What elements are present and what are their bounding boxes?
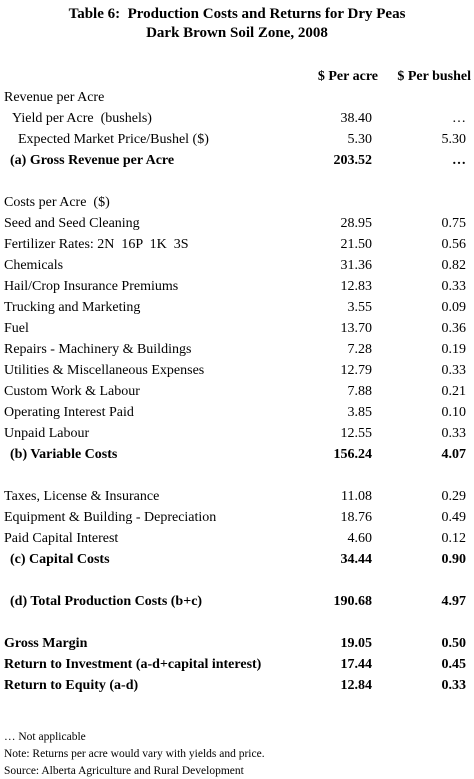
per-acre-value: 7.88: [347, 384, 373, 399]
row-label: Seed and Seed Cleaning: [4, 216, 140, 231]
per-acre-value: 21.50: [340, 237, 373, 252]
per-acre-value: 34.44: [340, 552, 373, 567]
per-acre-value: 12.84: [340, 678, 373, 693]
per-acre-value: 17.44: [340, 657, 373, 672]
per-bushel-value: 0.33: [441, 363, 467, 378]
per-acre-value: 18.76: [340, 510, 373, 525]
per-bushel-value: 0.45: [441, 657, 467, 672]
row-label: (a) Gross Revenue per Acre: [10, 153, 175, 168]
row-label: Paid Capital Interest: [4, 531, 119, 546]
per-acre-value: 38.40: [340, 111, 373, 126]
row-label: Operating Interest Paid: [4, 405, 134, 420]
row-label: Fertilizer Rates: 2N 16P 1K 3S: [4, 237, 189, 252]
per-bushel-value: …: [452, 111, 466, 126]
per-acre-value: 4.60: [347, 531, 373, 546]
per-bushel-value: 0.09: [441, 300, 467, 315]
row-label: Repairs - Machinery & Buildings: [4, 342, 192, 357]
per-acre-value: 190.68: [333, 594, 373, 609]
per-bushel-value: 5.30: [441, 132, 467, 147]
per-acre-value: 31.36: [340, 258, 373, 273]
note: … Not applicable: [4, 731, 86, 743]
per-bushel-value: 0.10: [441, 405, 467, 420]
subtitle: Dark Brown Soil Zone, 2008: [146, 25, 328, 41]
row-label: Unpaid Labour: [4, 426, 90, 441]
row-label: Expected Market Price/Bushel ($): [18, 132, 209, 147]
per-acre-value: 203.52: [333, 153, 373, 168]
per-bushel-value: 0.12: [441, 531, 467, 546]
per-bushel-value: 0.19: [441, 342, 467, 357]
per-acre-value: 13.70: [340, 321, 373, 336]
per-bushel-value: 0.36: [441, 321, 467, 336]
per-bushel-value: 0.50: [441, 636, 467, 651]
per-bushel-value: 0.82: [441, 258, 467, 273]
per-bushel-value: 0.49: [441, 510, 467, 525]
per-acre-value: 12.83: [340, 279, 373, 294]
per-acre-value: 11.08: [341, 489, 372, 504]
row-label: Taxes, License & Insurance: [4, 489, 160, 504]
column-header: $ Per acre: [317, 69, 378, 84]
row-label: Fuel: [4, 321, 29, 336]
row-label: Equipment & Building - Depreciation: [4, 510, 217, 525]
row-label: (c) Capital Costs: [10, 552, 110, 567]
note: Note: Returns per acre would vary with y…: [4, 748, 265, 760]
row-label: (d) Total Production Costs (b+c): [10, 594, 203, 609]
row-label: Return to Investment (a-d+capital intere…: [4, 657, 262, 672]
title: Table 6: Production Costs and Returns fo…: [68, 6, 406, 22]
per-bushel-value: 0.75: [441, 216, 467, 231]
per-acre-value: 28.95: [340, 216, 373, 231]
column-header: $ Per bushel: [397, 69, 471, 84]
row-label: Gross Margin: [4, 636, 88, 651]
per-acre-value: 12.79: [340, 363, 373, 378]
per-acre-value: 5.30: [347, 132, 373, 147]
row-label: Yield per Acre (bushels): [12, 111, 152, 126]
per-bushel-value: 4.97: [441, 594, 467, 609]
per-bushel-value: 0.33: [441, 678, 467, 693]
per-acre-value: 7.28: [347, 342, 373, 357]
row-label: Return to Equity (a-d): [4, 678, 139, 693]
per-bushel-value: 0.33: [441, 279, 467, 294]
per-bushel-value: 0.56: [441, 237, 467, 252]
per-acre-value: 3.55: [347, 300, 373, 315]
row-label: Revenue per Acre: [4, 90, 105, 105]
row-label: (b) Variable Costs: [10, 447, 118, 462]
per-bushel-value: …: [452, 153, 466, 168]
row-label: Costs per Acre ($): [4, 195, 110, 210]
per-bushel-value: 4.07: [441, 447, 467, 462]
row-label: Custom Work & Labour: [4, 384, 140, 399]
per-bushel-value: 0.33: [441, 426, 467, 441]
per-acre-value: 19.05: [340, 636, 373, 651]
per-acre-value: 12.55: [340, 426, 373, 441]
row-label: Trucking and Marketing: [4, 300, 141, 315]
per-bushel-value: 0.21: [441, 384, 467, 399]
per-acre-value: 156.24: [333, 447, 373, 462]
row-label: Utilities & Miscellaneous Expenses: [4, 363, 205, 378]
per-bushel-value: 0.90: [441, 552, 467, 567]
row-label: Chemicals: [4, 258, 64, 273]
note: Source: Alberta Agriculture and Rural De…: [4, 765, 244, 777]
row-label: Hail/Crop Insurance Premiums: [4, 279, 179, 294]
per-bushel-value: 0.29: [441, 489, 467, 504]
per-acre-value: 3.85: [347, 405, 373, 420]
